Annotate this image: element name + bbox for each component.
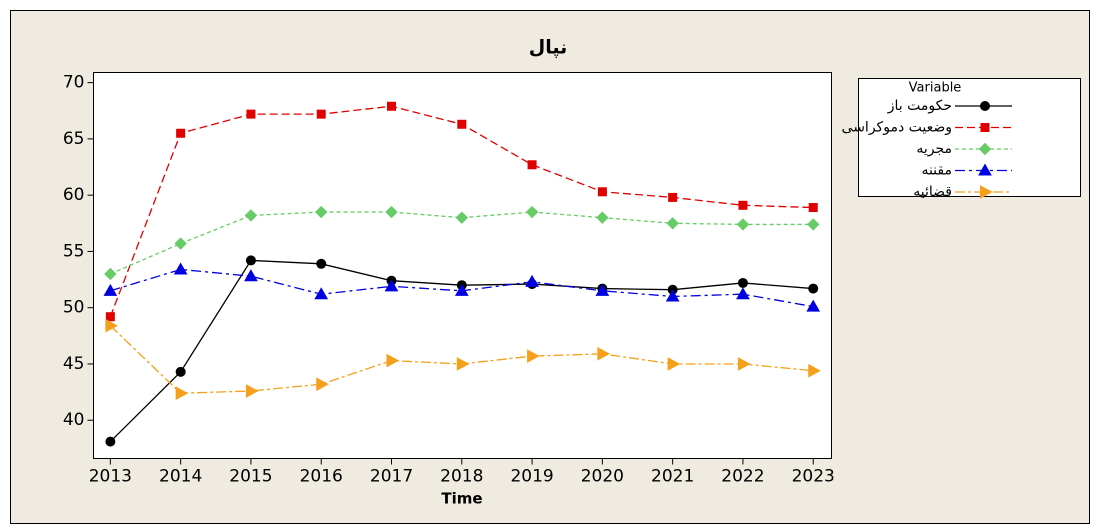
- x-tick-label: 2013: [89, 467, 132, 487]
- legend-label: مجریه: [916, 141, 952, 157]
- point: [175, 386, 189, 401]
- point: [666, 217, 679, 230]
- point: [737, 357, 751, 371]
- point: [387, 101, 397, 111]
- point: [175, 366, 186, 377]
- x-tick-label: 2023: [792, 467, 835, 487]
- point: [455, 211, 469, 224]
- x-tick-label: 2015: [229, 467, 272, 487]
- y-tick-label: 45: [63, 354, 85, 374]
- point: [595, 283, 610, 296]
- point: [597, 346, 610, 361]
- point: [174, 237, 187, 250]
- point: [806, 299, 821, 312]
- point: [315, 205, 328, 219]
- point: [105, 312, 115, 322]
- legend-label: قضائیه: [913, 184, 952, 200]
- point: [667, 357, 681, 371]
- point: [246, 109, 256, 119]
- point: [316, 109, 326, 119]
- point: [385, 205, 398, 219]
- legend-label: وضعیت دموکراسی: [842, 120, 952, 136]
- point: [808, 283, 819, 294]
- point: [173, 262, 188, 275]
- point: [105, 436, 116, 447]
- point: [456, 357, 470, 371]
- x-tick-label: 2022: [721, 467, 764, 487]
- legend: [858, 78, 1081, 197]
- point: [527, 160, 537, 170]
- point: [738, 200, 748, 210]
- point: [665, 289, 680, 302]
- point: [808, 203, 818, 213]
- point: [454, 283, 469, 296]
- legend-label: حکومت باز: [887, 98, 952, 114]
- legend-marker: [978, 142, 992, 156]
- point: [314, 287, 329, 300]
- point: [597, 187, 607, 197]
- legend-label: مقننه: [921, 163, 952, 179]
- point: [245, 384, 259, 398]
- y-tick-label: 70: [63, 73, 85, 93]
- point: [103, 283, 118, 296]
- y-tick-label: 65: [63, 129, 85, 149]
- point: [527, 349, 540, 363]
- point: [244, 269, 258, 282]
- point: [105, 318, 118, 333]
- point: [386, 353, 400, 368]
- point: [316, 377, 329, 392]
- point: [808, 363, 821, 378]
- point: [736, 218, 750, 231]
- legend-title: Variable: [909, 81, 962, 96]
- chart-title: نپال: [529, 37, 568, 59]
- point: [525, 205, 539, 219]
- point: [668, 192, 678, 202]
- x-tick-label: 2020: [581, 467, 624, 487]
- plot-area: [93, 72, 832, 459]
- point: [525, 274, 539, 287]
- x-tick-label: 2017: [370, 467, 413, 487]
- x-tick-label: 2014: [159, 467, 202, 487]
- x-tick-label: 2016: [300, 467, 343, 487]
- point: [737, 277, 748, 288]
- point: [596, 211, 609, 224]
- x-tick-label: 2021: [651, 467, 694, 487]
- point: [316, 258, 327, 269]
- legend-marker: [978, 163, 992, 176]
- series-line: [110, 211, 814, 275]
- point: [176, 128, 186, 138]
- y-tick-label: 50: [63, 298, 85, 318]
- point: [244, 209, 258, 222]
- x-tick-label: 2018: [440, 467, 483, 487]
- legend-marker: [980, 101, 990, 111]
- point: [245, 255, 256, 266]
- point: [457, 119, 467, 129]
- y-tick-label: 55: [63, 241, 85, 261]
- point: [104, 267, 117, 281]
- legend-marker: [980, 123, 990, 132]
- point: [807, 218, 820, 231]
- point: [384, 279, 399, 292]
- point: [736, 287, 750, 300]
- x-tick-label: 2019: [510, 467, 553, 487]
- y-tick-label: 40: [63, 410, 85, 430]
- y-tick-label: 60: [63, 185, 85, 205]
- legend-marker: [980, 185, 993, 199]
- x-axis-label: Time: [441, 490, 482, 508]
